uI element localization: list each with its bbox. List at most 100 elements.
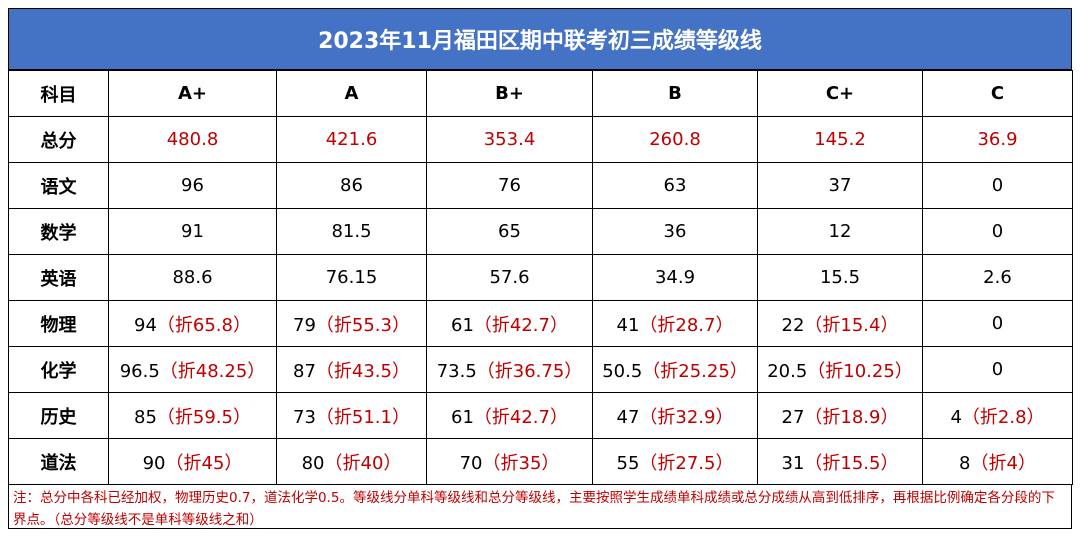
- grade-header: B: [592, 70, 758, 117]
- grade-header: A: [276, 70, 427, 117]
- grade-cell: 47（折32.9）: [592, 392, 758, 439]
- score-value: 61: [451, 314, 474, 336]
- score-value: 22: [781, 314, 805, 336]
- score-value: 0: [991, 359, 1004, 380]
- score-value: 41: [616, 314, 640, 336]
- grade-cell: 76.15: [276, 254, 427, 301]
- grade-cell: 4（折2.8）: [922, 392, 1073, 439]
- score-value: 96.5: [119, 360, 160, 382]
- weighted-score: （折42.7）: [473, 314, 568, 336]
- table-row: 总分 480.8 421.6 353.4 260.8 145.2 36.9: [8, 116, 1073, 163]
- grade-cell: 36.9: [922, 116, 1073, 163]
- grade-cell: 91: [108, 208, 277, 255]
- weighted-score: （折51.1）: [315, 406, 410, 428]
- score-value: 94: [134, 314, 157, 336]
- grade-cell: 55（折27.5）: [592, 438, 758, 485]
- grade-cell: 61（折42.7）: [426, 300, 593, 347]
- grade-cell: 65: [426, 208, 593, 255]
- grade-cell: 36: [592, 208, 758, 255]
- grade-cell: 41（折28.7）: [592, 300, 758, 347]
- grade-header: C+: [757, 70, 923, 117]
- grade-cell: 79（折55.3）: [276, 300, 427, 347]
- grade-cell: 37: [757, 162, 923, 209]
- weighted-score: （折32.9）: [639, 406, 734, 428]
- grade-cell: 31（折15.5）: [757, 438, 923, 485]
- grade-cell: 88.6: [108, 254, 277, 301]
- grade-cell: 421.6: [276, 116, 427, 163]
- score-value: 34.9: [654, 267, 696, 288]
- score-value: 421.6: [325, 129, 378, 150]
- subject-cell: 历史: [8, 392, 109, 439]
- grade-cell: 61（折42.7）: [426, 392, 593, 439]
- grade-cell: 63: [592, 162, 758, 209]
- weighted-score: （折65.8）: [156, 314, 251, 336]
- weighted-score: （折40）: [324, 452, 402, 474]
- weighted-score: （折28.7）: [639, 314, 734, 336]
- score-value: 37: [828, 175, 852, 196]
- table-row: 数学 91 81.5 65 36 12 0: [8, 208, 1073, 255]
- score-value: 20.5: [767, 360, 808, 382]
- grade-cell: 145.2: [757, 116, 923, 163]
- score-value: 96: [181, 175, 204, 196]
- grade-table: 科目 A+ A B+ B C+ C 总分 480.8 421.6 353.4 260.8…: [8, 70, 1073, 485]
- weighted-score: （折55.3）: [315, 314, 410, 336]
- score-value: 80: [301, 452, 325, 474]
- grade-header: B+: [426, 70, 593, 117]
- score-value: 36: [663, 221, 687, 242]
- weighted-score: （折15.5）: [804, 452, 899, 474]
- weighted-score: （折10.25）: [807, 360, 913, 382]
- weighted-score: （折15.4）: [804, 314, 899, 336]
- subject-cell: 英语: [8, 254, 109, 301]
- sheet-title: 2023年11月福田区期中联考初三成绩等级线: [8, 8, 1072, 70]
- table-row: 历史 85（折59.5） 73（折51.1） 61（折42.7） 47（折32.9） 27…: [8, 392, 1073, 439]
- weighted-score: （折59.5）: [156, 406, 251, 428]
- grade-cell: 70（折35）: [426, 438, 593, 485]
- table-row: 语文 96 86 76 63 37 0: [8, 162, 1073, 209]
- score-value: 86: [340, 175, 363, 196]
- grade-cell: 50.5（折25.25）: [592, 346, 758, 393]
- score-value: 47: [616, 406, 640, 428]
- grade-cell: 260.8: [592, 116, 758, 163]
- score-value: 91: [181, 221, 204, 242]
- grade-cell: 90（折45）: [108, 438, 277, 485]
- subject-cell: 数学: [8, 208, 109, 255]
- weighted-score: （折43.5）: [315, 360, 410, 382]
- score-value: 480.8: [166, 129, 219, 150]
- grade-cell: 87（折43.5）: [276, 346, 427, 393]
- weighted-score: （折27.5）: [639, 452, 734, 474]
- score-value: 353.4: [483, 129, 536, 150]
- grade-cell: 80（折40）: [276, 438, 427, 485]
- weighted-score: （折2.8）: [961, 406, 1045, 428]
- score-value: 0: [991, 221, 1004, 242]
- score-value: 81.5: [331, 221, 372, 242]
- score-value: 87: [293, 360, 316, 382]
- grade-cell: 27（折18.9）: [757, 392, 923, 439]
- grade-cell: 73（折51.1）: [276, 392, 427, 439]
- header-row: 科目 A+ A B+ B C+ C: [8, 70, 1073, 117]
- score-value: 0: [991, 313, 1004, 334]
- subject-cell: 物理: [8, 300, 109, 347]
- score-value: 76.15: [325, 267, 378, 288]
- score-value: 79: [293, 314, 316, 336]
- score-value: 15.5: [819, 267, 861, 288]
- score-value: 0: [991, 175, 1004, 196]
- grade-cell: 94（折65.8）: [108, 300, 277, 347]
- score-value: 27: [781, 406, 805, 428]
- grade-cell: 86: [276, 162, 427, 209]
- grade-cell: 22（折15.4）: [757, 300, 923, 347]
- grade-cell: 0: [922, 346, 1073, 393]
- grade-cell: 2.6: [922, 254, 1073, 301]
- grade-cell: 480.8: [108, 116, 277, 163]
- grade-cell: 73.5（折36.75）: [426, 346, 593, 393]
- weighted-score: （折18.9）: [804, 406, 899, 428]
- score-value: 88.6: [172, 267, 213, 288]
- score-value: 73.5: [436, 360, 477, 382]
- subject-header: 科目: [8, 70, 109, 117]
- table-row: 英语 88.6 76.15 57.6 34.9 15.5 2.6: [8, 254, 1073, 301]
- score-value: 8: [959, 452, 971, 474]
- score-value: 70: [459, 452, 483, 474]
- weighted-score: （折45）: [165, 452, 243, 474]
- weighted-score: （折4）: [970, 452, 1036, 474]
- subject-cell: 化学: [8, 346, 109, 393]
- grade-cell: 8（折4）: [922, 438, 1073, 485]
